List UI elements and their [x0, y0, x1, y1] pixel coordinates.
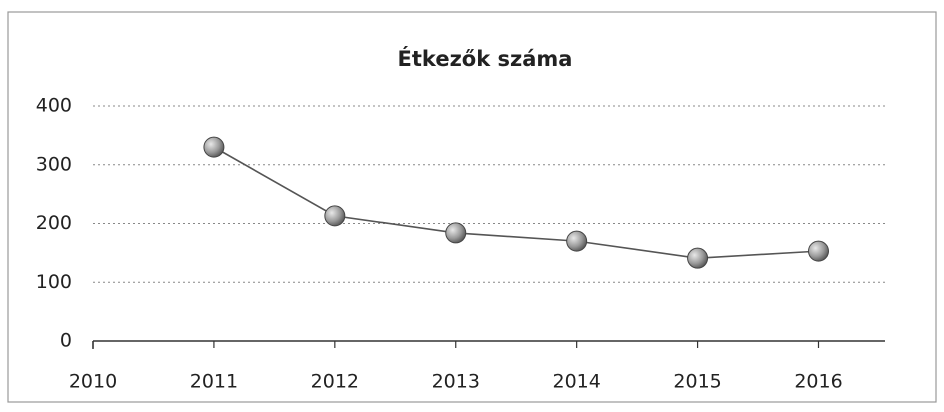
- y-tick-label: 300: [36, 153, 72, 175]
- marker: [445, 222, 467, 244]
- marker: [324, 205, 346, 227]
- chart-title: Étkezők száma: [398, 46, 573, 71]
- x-tick-label: 2015: [673, 371, 721, 393]
- line: [213, 146, 819, 259]
- marker: [807, 240, 829, 262]
- y-tick-label: 200: [36, 212, 72, 234]
- x-tick-label: 2010: [69, 371, 117, 393]
- marker: [203, 136, 225, 158]
- y-tick-label: 400: [36, 95, 72, 117]
- x-tick-label: 2011: [190, 371, 238, 393]
- x-tick-label: 2014: [552, 371, 600, 393]
- x-tick-label: 2016: [794, 371, 842, 393]
- x-tick-label: 2012: [311, 371, 359, 393]
- marker: [566, 230, 588, 252]
- chart-border: [7, 11, 937, 403]
- y-tick-label: 100: [36, 271, 72, 293]
- x-tick-label: 2013: [432, 371, 480, 393]
- marker: [687, 247, 709, 269]
- y-tick-label: 0: [60, 330, 72, 352]
